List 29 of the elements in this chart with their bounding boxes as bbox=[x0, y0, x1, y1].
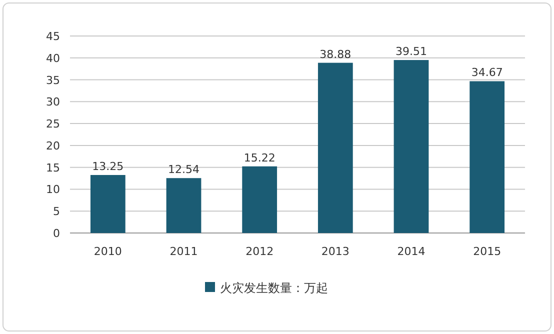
data-label: 39.51 bbox=[396, 45, 427, 58]
y-tick-label: 10 bbox=[46, 183, 60, 196]
y-tick-label: 30 bbox=[46, 96, 60, 109]
bar bbox=[318, 62, 353, 233]
y-tick-label: 25 bbox=[46, 118, 60, 131]
x-tick-label: 2014 bbox=[397, 245, 426, 258]
y-tick-label: 20 bbox=[46, 139, 60, 152]
bar bbox=[470, 81, 505, 233]
data-label: 13.25 bbox=[92, 160, 124, 173]
legend: 火灾发生数量：万起 bbox=[205, 281, 328, 295]
y-tick-label: 35 bbox=[46, 74, 60, 87]
data-label: 15.22 bbox=[244, 151, 276, 164]
data-label: 12.54 bbox=[168, 163, 200, 176]
data-label: 34.67 bbox=[471, 66, 503, 80]
x-tick-label: 2015 bbox=[473, 245, 502, 258]
y-tick-label: 40 bbox=[46, 52, 60, 65]
data-label: 38.88 bbox=[320, 48, 352, 61]
y-tick-label: 45 bbox=[46, 30, 60, 43]
x-tick-label: 2012 bbox=[246, 245, 274, 258]
x-tick-label: 2011 bbox=[170, 245, 198, 258]
y-tick-label: 0 bbox=[53, 227, 60, 240]
bar bbox=[242, 166, 278, 233]
x-tick-label: 2010 bbox=[94, 245, 122, 258]
x-tick-label: 2013 bbox=[321, 245, 350, 258]
y-tick-label: 15 bbox=[46, 161, 60, 174]
bar bbox=[166, 178, 202, 233]
bar bbox=[394, 60, 429, 233]
bar bbox=[90, 174, 126, 233]
y-tick-label: 5 bbox=[53, 205, 60, 218]
